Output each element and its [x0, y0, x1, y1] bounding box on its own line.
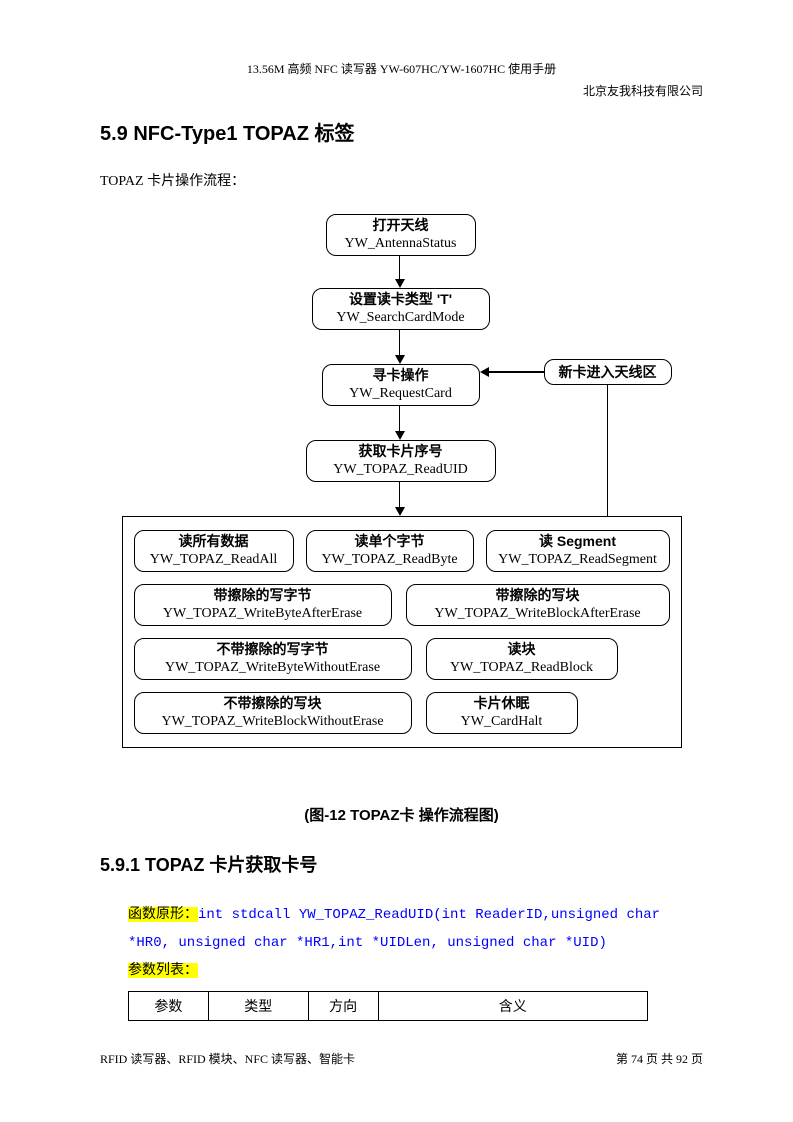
node-func: YW_RequestCard [349, 385, 452, 404]
flow-node-n2: 设置读卡类型 'T'YW_SearchCardMode [312, 288, 490, 330]
page-footer: RFID 读写器、RFID 模块、NFC 读写器、智能卡 第 74 页 共 92… [100, 1050, 703, 1067]
flow-node-n3: 寻卡操作YW_RequestCard [322, 364, 480, 406]
intro-text: TOPAZ 卡片操作流程： [100, 170, 703, 190]
node-func: YW_TOPAZ_ReadUID [333, 461, 468, 480]
params-table: 参数 类型 方向 含义 [128, 991, 648, 1021]
node-title: 读单个字节 [355, 532, 425, 551]
node-func: YW_SearchCardMode [336, 309, 464, 328]
node-title: 寻卡操作 [373, 366, 429, 385]
th-dir: 方向 [308, 992, 378, 1021]
arrow-line [399, 482, 400, 508]
func-code-2: *HR0, unsigned char *HR1,int *UIDLen, un… [128, 935, 607, 951]
func-code-1: int stdcall YW_TOPAZ_ReadUID(int ReaderI… [198, 907, 660, 923]
node-title: 设置读卡类型 'T' [349, 290, 452, 309]
table-header-row: 参数 类型 方向 含义 [129, 992, 648, 1021]
arrow-line [399, 330, 400, 356]
feedback-vline [607, 385, 608, 516]
node-title: 读所有数据 [179, 532, 249, 551]
node-func: YW_TOPAZ_WriteByteAfterErase [163, 605, 362, 624]
flow-node-b3: 读 SegmentYW_TOPAZ_ReadSegment [486, 530, 670, 572]
node-func: YW_TOPAZ_ReadSegment [498, 551, 657, 570]
doc-header-line1: 13.56M 高频 NFC 读写器 YW-607HC/YW-1607HC 使用手… [100, 60, 703, 78]
arrow-head-icon [395, 355, 405, 364]
flow-node-b2: 读单个字节YW_TOPAZ_ReadByte [306, 530, 474, 572]
arrow-head-icon [395, 507, 405, 516]
th-meaning: 含义 [378, 992, 647, 1021]
arrow-head-icon [480, 367, 489, 377]
figure-caption: (图-12 TOPAZ卡 操作流程图) [100, 804, 703, 825]
node-title: 新卡进入天线区 [559, 363, 657, 382]
flow-node-b5: 带擦除的写块YW_TOPAZ_WriteBlockAfterErase [406, 584, 670, 626]
feedback-hline [488, 371, 544, 372]
doc-header-line2: 北京友我科技有限公司 [100, 82, 703, 99]
node-func: YW_TOPAZ_WriteBlockAfterErase [434, 605, 640, 624]
node-func: YW_TOPAZ_WriteBlockWithoutErase [161, 713, 383, 732]
arrow-line [399, 256, 400, 280]
flow-node-b4: 带擦除的写字节YW_TOPAZ_WriteByteAfterErase [134, 584, 392, 626]
flow-node-b8: 不带擦除的写块YW_TOPAZ_WriteBlockWithoutErase [134, 692, 412, 734]
function-prototype: 函数原形：int stdcall YW_TOPAZ_ReadUID(int Re… [128, 901, 703, 985]
node-title: 带擦除的写块 [496, 586, 580, 605]
node-title: 打开天线 [373, 216, 429, 235]
th-type: 类型 [208, 992, 308, 1021]
node-title: 读块 [508, 640, 536, 659]
flowchart: 打开天线YW_AntennaStatus 设置读卡类型 'T'YW_SearchC… [122, 214, 682, 794]
flow-node-b7: 读块YW_TOPAZ_ReadBlock [426, 638, 618, 680]
params-label: 参数列表： [128, 963, 198, 978]
node-title: 不带擦除的写块 [224, 694, 322, 713]
arrow-head-icon [395, 279, 405, 288]
func-label: 函数原形： [128, 907, 198, 922]
footer-right: 第 74 页 共 92 页 [616, 1050, 703, 1067]
node-title: 卡片休眠 [474, 694, 530, 713]
th-param: 参数 [129, 992, 209, 1021]
node-func: YW_AntennaStatus [345, 235, 457, 254]
node-title: 获取卡片序号 [359, 442, 443, 461]
flow-node-b9: 卡片休眠YW_CardHalt [426, 692, 578, 734]
footer-left: RFID 读写器、RFID 模块、NFC 读写器、智能卡 [100, 1050, 355, 1067]
section-title: 5.9 NFC-Type1 TOPAZ 标签 [100, 117, 703, 146]
flow-node-b6: 不带擦除的写字节YW_TOPAZ_WriteByteWithoutErase [134, 638, 412, 680]
flow-node-n4: 获取卡片序号YW_TOPAZ_ReadUID [306, 440, 496, 482]
node-title: 不带擦除的写字节 [217, 640, 329, 659]
node-func: YW_TOPAZ_ReadAll [150, 551, 278, 570]
node-func: YW_TOPAZ_ReadBlock [450, 659, 593, 678]
node-title: 读 Segment [539, 532, 616, 551]
node-title: 带擦除的写字节 [214, 586, 312, 605]
node-func: YW_TOPAZ_WriteByteWithoutErase [165, 659, 380, 678]
subsection-title: 5.9.1 TOPAZ 卡片获取卡号 [100, 851, 703, 877]
node-func: YW_TOPAZ_ReadByte [321, 551, 457, 570]
flow-node-n1: 打开天线YW_AntennaStatus [326, 214, 476, 256]
node-func: YW_CardHalt [461, 713, 543, 732]
flow-node-b1: 读所有数据YW_TOPAZ_ReadAll [134, 530, 294, 572]
arrow-head-icon [395, 431, 405, 440]
arrow-line [399, 406, 400, 432]
flow-node-nin: 新卡进入天线区 [544, 359, 672, 385]
